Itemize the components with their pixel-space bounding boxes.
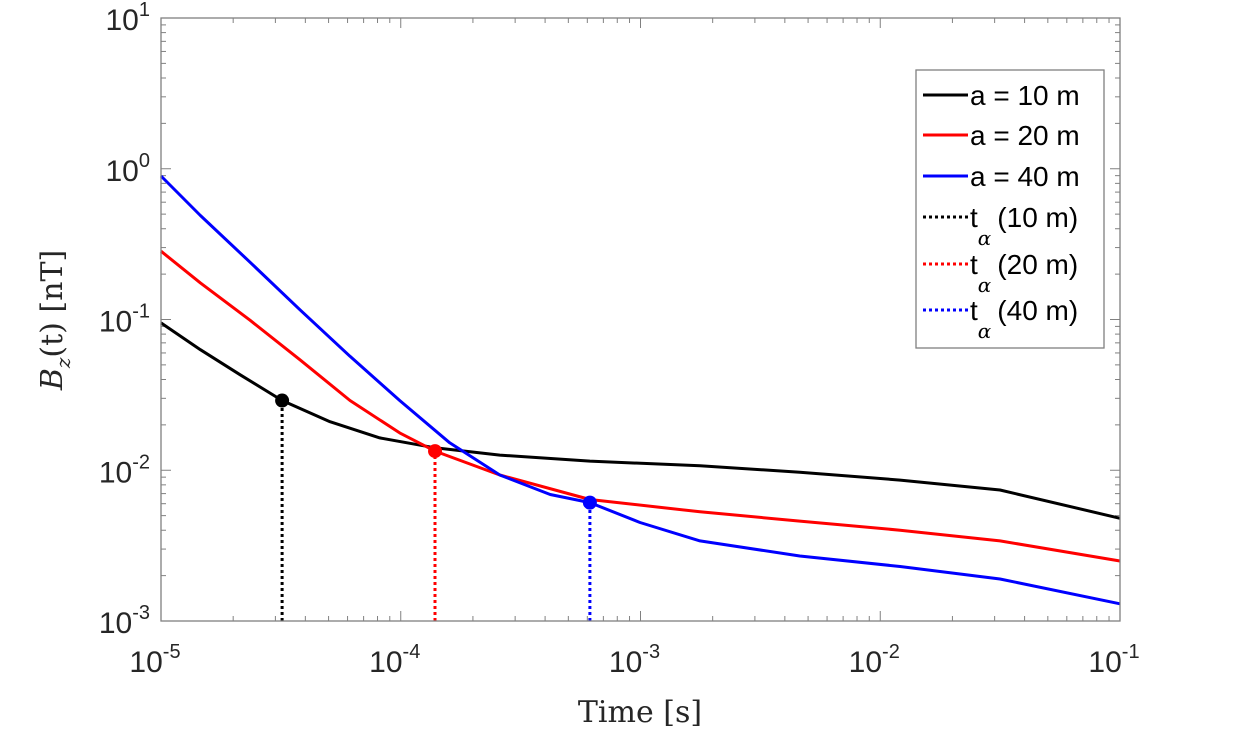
legend-entry-label: a = 10 m	[970, 80, 1080, 111]
y-tick-label: 10-1	[99, 301, 150, 339]
legend: a = 10 m a = 20 m a = 40 m tα(10 m)tα(20 m)…	[915, 69, 1105, 349]
x-tick-labels: 10-5 10-4 10-3 10-2 10-1	[129, 641, 1139, 679]
y-tick-label: 10-3	[99, 602, 150, 640]
axis-ticks	[160, 17, 1121, 622]
legend-entry-label: tα(10 m)	[970, 202, 1078, 250]
y-tick-labels: 10-3 10-2 10-1 100 101	[99, 0, 150, 640]
x-tick-label: 10-3	[609, 641, 660, 679]
legend-entry-label: tα(20 m)	[970, 249, 1078, 297]
y-tick-label: 101	[106, 0, 151, 37]
legend-box	[915, 69, 1105, 349]
marker-point-5	[582, 495, 597, 510]
legend-entry-label: a = 20 m	[970, 120, 1080, 151]
x-tick-label: 10-2	[849, 641, 900, 679]
x-tick-label: 10-5	[129, 641, 180, 679]
y-tick-label: 10-2	[99, 451, 150, 489]
marker-point-3	[275, 393, 290, 408]
series-line-2	[159, 174, 1121, 606]
y-tick-label: 100	[106, 150, 151, 188]
series-line-0	[160, 321, 1121, 520]
legend-entry-label: tα(40 m)	[970, 295, 1078, 343]
legend-entry-label: a = 40 m	[970, 161, 1080, 192]
x-tick-label: 10-4	[369, 641, 420, 679]
marker-point-4	[428, 444, 443, 459]
x-tick-label: 10-1	[1088, 641, 1139, 679]
y-axis-label: Bz(t) [nT]	[35, 250, 75, 391]
series-group	[159, 174, 1121, 621]
series-line-1	[160, 250, 1121, 563]
axes-box	[160, 17, 1121, 622]
x-axis-label: Time [s]	[578, 695, 702, 730]
